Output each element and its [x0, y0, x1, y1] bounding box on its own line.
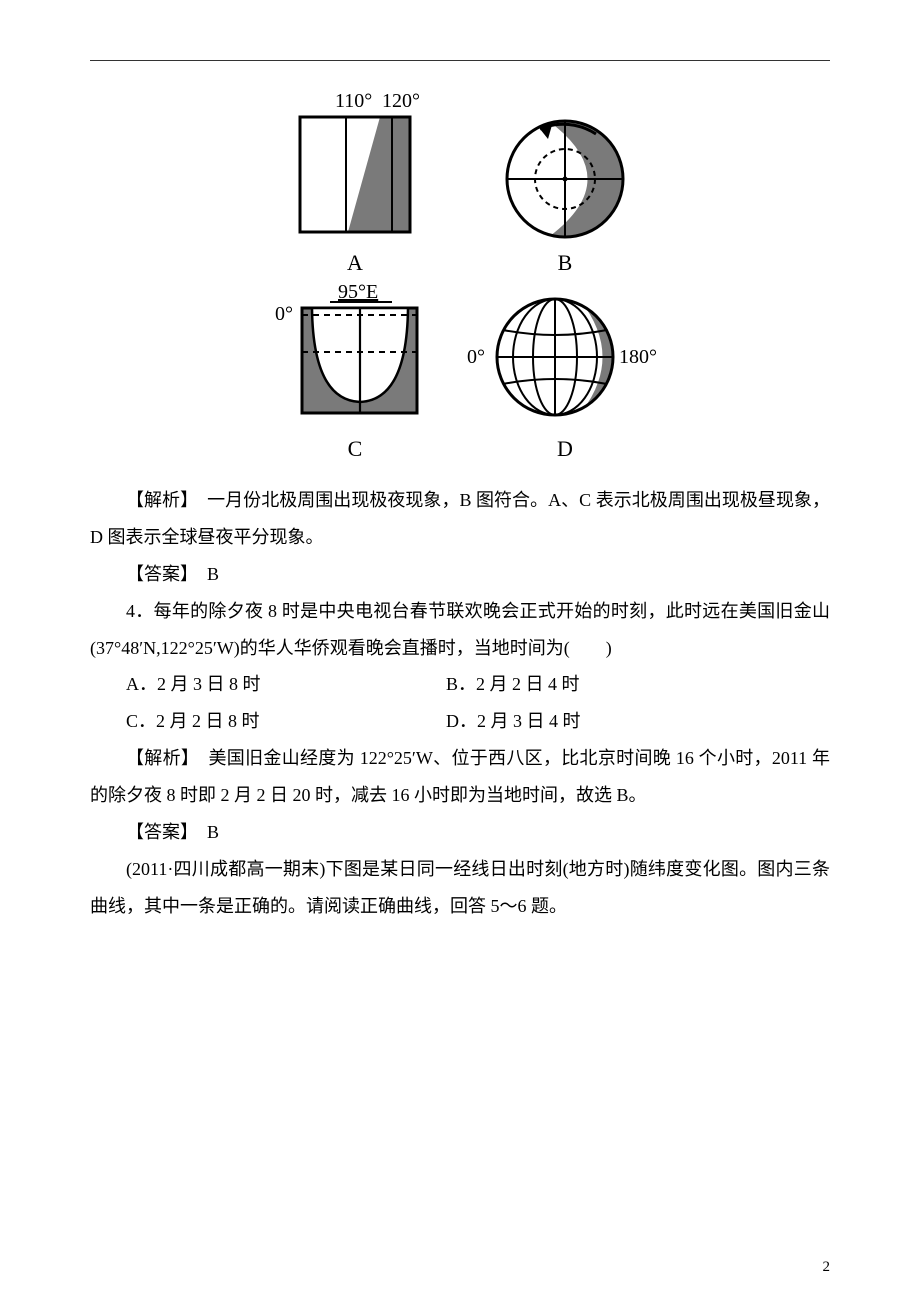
panel-a-label: A — [347, 250, 363, 276]
panel-d-label: D — [557, 436, 573, 462]
panel-b-label: B — [558, 250, 573, 276]
q4-option-b: B．2 月 2 日 4 时 — [410, 666, 730, 703]
analysis-1: 【解析】 一月份北极周围出现极夜现象，B 图符合。A、C 表示北极周围出现极昼现… — [90, 482, 830, 556]
q4-option-c: C．2 月 2 日 8 时 — [90, 703, 410, 740]
panel-c: 0° 95°E C — [255, 280, 455, 462]
deg-120: 120° — [382, 90, 420, 112]
figure-row-2: 0° 95°E C 0 — [250, 280, 670, 462]
figure-abcd: 110° 120° A — [250, 89, 670, 462]
q4-option-a: A．2 月 3 日 8 时 — [90, 666, 410, 703]
answer-1: 【答案】 B — [90, 556, 830, 593]
analysis-2: 【解析】 美国旧金山经度为 122°25′W、位于西八区，比北京时间晚 16 个… — [90, 740, 830, 814]
body-text-2: 【解析】 美国旧金山经度为 122°25′W、位于西八区，比北京时间晚 16 个… — [90, 740, 830, 924]
question-4-stem: 4．每年的除夕夜 8 时是中央电视台春节联欢晚会正式开始的时刻，此时远在美国旧金… — [90, 593, 830, 667]
zero-deg-c: 0° — [275, 303, 293, 325]
panel-c-label: C — [348, 436, 363, 462]
deg-110: 110° — [335, 90, 372, 112]
panel-b: B — [465, 89, 665, 276]
page: 110° 120° A — [0, 0, 920, 1302]
answer-2: 【答案】 B — [90, 814, 830, 851]
panel-c-svg: 0° 95°E — [270, 280, 440, 430]
panel-a-svg: 110° 120° — [280, 89, 430, 244]
shaded-region — [348, 117, 410, 232]
panel-d-svg: 0° 180° — [465, 280, 665, 430]
one-eighty-deg: 180° — [619, 346, 657, 368]
q4-options-row1: A．2 月 3 日 8 时 B．2 月 2 日 4 时 — [90, 666, 830, 703]
sunrise-chart — [250, 937, 670, 1242]
q4-option-d: D．2 月 3 日 4 时 — [410, 703, 730, 740]
zero-deg-d: 0° — [467, 346, 485, 368]
body-text: 【解析】 一月份北极周围出现极夜现象，B 图符合。A、C 表示北极周围出现极昼现… — [90, 482, 830, 666]
panel-d: 0° 180° — [465, 280, 665, 462]
panel-b-svg — [480, 89, 650, 244]
sunrise-chart-svg — [250, 937, 670, 1237]
figure-row-1: 110° 120° A — [250, 89, 670, 276]
horizontal-rule — [90, 60, 830, 61]
q4-options-row2: C．2 月 2 日 8 时 D．2 月 3 日 4 时 — [90, 703, 830, 740]
q56-intro: (2011·四川成都高一期末)下图是某日同一经线日出时刻(地方时)随纬度变化图。… — [90, 851, 830, 925]
panel-a: 110° 120° A — [255, 89, 455, 276]
page-number: 2 — [823, 1259, 831, 1276]
lon-95e: 95°E — [338, 281, 378, 303]
